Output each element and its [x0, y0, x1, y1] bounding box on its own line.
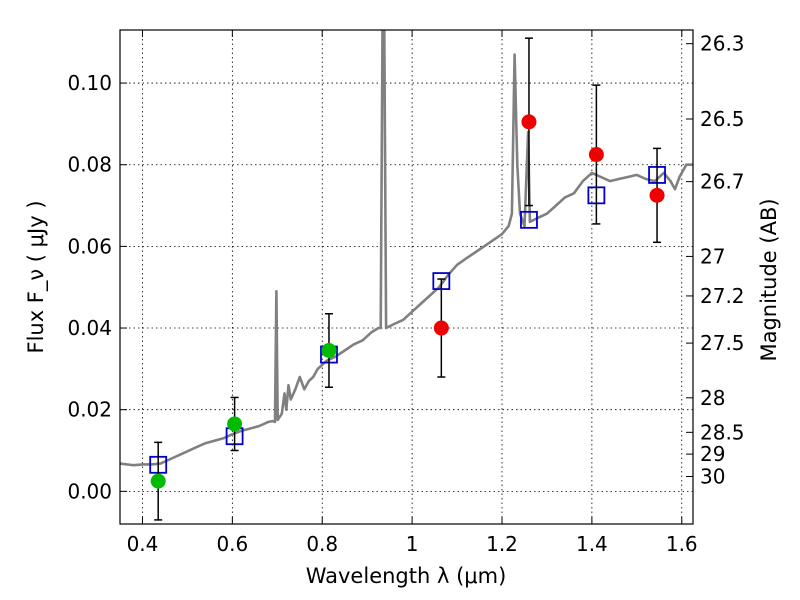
right-tick-label: 26.3: [700, 32, 745, 56]
nir-data-point: [521, 114, 537, 130]
y-tick-label: 0.00: [67, 479, 112, 503]
template-spectrum-line: [120, 30, 693, 467]
right-tick-label: 26.7: [700, 170, 745, 194]
right-tick-label: 27.5: [700, 331, 745, 355]
plot-area: [120, 30, 693, 521]
right-tick-label: 29: [700, 442, 725, 466]
x-tick-label: 1.4: [576, 532, 608, 556]
nir-data-point: [649, 187, 665, 203]
grid-lines: [120, 30, 693, 524]
x-tick-label: 1.6: [666, 532, 698, 556]
right-tick-label: 30: [700, 465, 725, 489]
x-tick-label: 1: [406, 532, 419, 556]
plot-frame: [119, 29, 694, 525]
y-tick-label: 0.08: [67, 153, 112, 177]
nir-data-point: [588, 147, 604, 163]
y-tick-label: 0.02: [67, 398, 112, 422]
y-tick-label: 0.10: [67, 71, 112, 95]
y-right-axis-label: Magnitude (AB): [757, 198, 781, 361]
x-tick-label: 0.4: [127, 532, 159, 556]
axis-ticks: 0.4 0.6 0.8 1 1.2 1.4 1.6 0.00 0.02 0.04 0.06 0.08 0…: [67, 30, 745, 556]
right-tick-label: 27.2: [700, 284, 745, 308]
right-tick-label: 28: [700, 386, 725, 410]
y-tick-label: 0.06: [67, 234, 112, 258]
x-tick-label: 0.8: [306, 532, 338, 556]
nir-data-point: [433, 320, 449, 336]
optical-data-point: [150, 473, 166, 489]
right-tick-label: 28.5: [700, 420, 745, 444]
model-box-point: [520, 210, 538, 229]
y-tick-label: 0.04: [67, 316, 112, 340]
right-tick-label: 27: [700, 244, 725, 268]
optical-data-point: [321, 342, 337, 358]
optical-data-point: [227, 416, 243, 432]
x-axis-label: Wavelength λ (μm): [306, 564, 507, 588]
x-tick-label: 1.2: [486, 532, 518, 556]
y-axis-label: Flux F_ν ( μJy ): [24, 200, 49, 353]
right-tick-label: 26.5: [700, 107, 745, 131]
x-tick-label: 0.6: [216, 532, 248, 556]
